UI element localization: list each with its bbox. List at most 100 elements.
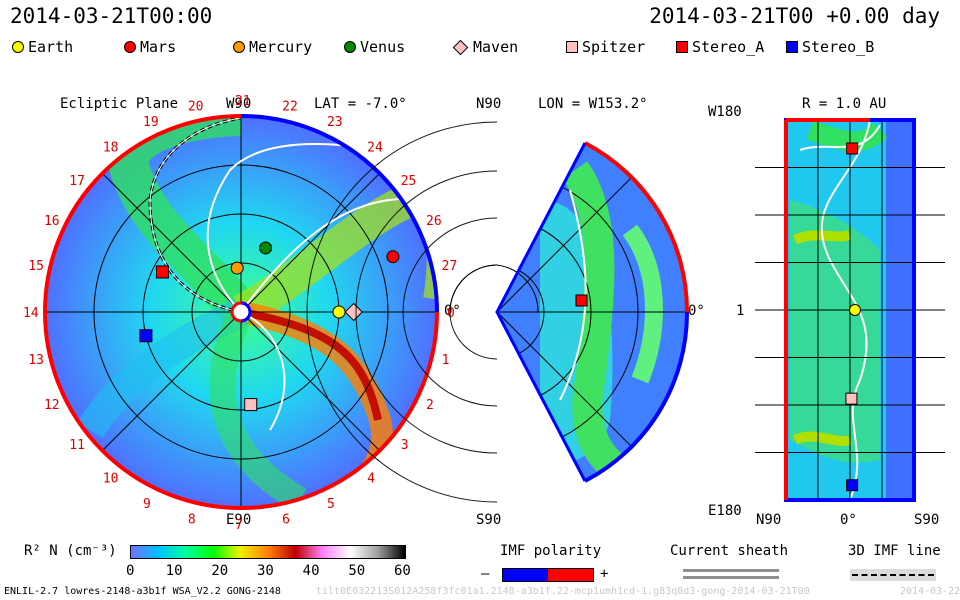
colorbar-tick: 60 — [394, 563, 411, 579]
legend-label: Maven — [473, 38, 519, 56]
legend-earth: Earth — [12, 38, 73, 56]
current-sheath-label: Current sheath — [670, 543, 789, 559]
colorbar-tick: 10 — [165, 563, 183, 579]
map-y-top: W180 — [708, 104, 742, 120]
map-title: R = 1.0 AU — [802, 96, 887, 112]
colorbar-tick: 20 — [211, 563, 229, 579]
imf-polarity-label: IMF polarity — [500, 543, 602, 559]
legend-label: Spitzer — [582, 38, 646, 56]
imf-negative-swatch — [502, 568, 549, 582]
earth-marker — [848, 304, 861, 316]
sector-label: 21 — [235, 94, 251, 109]
imf-positive-swatch — [547, 568, 594, 582]
sector-label: 4 — [367, 472, 375, 487]
legend-stereo-b: Stereo_B — [786, 38, 874, 56]
imf-minus: – — [481, 566, 490, 582]
wedge-right-label: 0° — [688, 303, 705, 319]
legend-label: Stereo_B — [802, 38, 875, 56]
stereo-b-marker — [139, 329, 153, 343]
legend-label: Stereo_A — [692, 38, 765, 56]
colorbar-tick: 50 — [348, 563, 366, 579]
datetime-title: 2014-03-21T00:00 — [10, 4, 213, 28]
sector-label: 8 — [188, 513, 196, 528]
colorbar-tick: 40 — [302, 563, 320, 579]
stereo-a-marker — [575, 294, 588, 307]
wedge-bottom-label: S90 — [476, 512, 502, 528]
sector-label: 5 — [327, 497, 335, 512]
sector-label: 6 — [282, 513, 290, 528]
colorbar-tick: 30 — [257, 563, 274, 579]
footer-model: ENLIL-2.7 lowres-2148-a3b1f WSA_V2.2 GON… — [4, 586, 281, 597]
footer-run-id: tilt0E032213S012A258f3fc01a1.2148-a3b1f.… — [316, 586, 810, 597]
sector-label: 10 — [103, 472, 119, 487]
ecliptic-lat-label: LAT = -7.0° — [314, 96, 407, 112]
sector-label: 9 — [143, 497, 151, 512]
sector-label: 24 — [367, 140, 383, 155]
stereo-b-marker-icon — [786, 41, 798, 53]
stereo-b-marker — [846, 479, 859, 492]
sector-label: 17 — [69, 174, 85, 189]
earth-marker-icon — [12, 41, 24, 53]
wedge-top-label: N90 — [476, 96, 502, 112]
spitzer-marker-icon — [566, 41, 578, 53]
colorbar — [130, 545, 406, 559]
map-y-bottom: E180 — [708, 503, 742, 519]
ecliptic-bottom-label: E90 — [226, 512, 252, 528]
sector-label: 3 — [401, 438, 409, 453]
sector-label: 14 — [23, 306, 39, 321]
mars-marker-icon — [124, 41, 136, 53]
wedge-title: LON = W153.2° — [538, 96, 648, 112]
mars-marker — [386, 250, 400, 264]
sector-label: 7 — [235, 518, 243, 533]
maven-marker — [344, 302, 363, 322]
stereo-a-marker — [846, 142, 859, 155]
map-x-left: N90 — [756, 512, 782, 528]
colorbar-label: R² N (cm⁻³) — [24, 543, 117, 559]
venus-marker — [259, 241, 273, 255]
legend-maven: Maven — [452, 38, 518, 56]
sector-label: 16 — [44, 214, 60, 229]
sector-label: 18 — [103, 140, 119, 155]
ecliptic-right-label: 0° — [444, 303, 461, 319]
sector-label: 15 — [28, 259, 44, 274]
spitzer-marker — [845, 392, 858, 405]
sector-label: 2 — [426, 398, 434, 413]
current-sheath-line-1 — [683, 569, 779, 572]
current-sheath-line-2 — [683, 576, 779, 579]
imf-plus: + — [600, 566, 609, 582]
sector-label: 0 — [447, 306, 455, 321]
datetime-offset: 2014-03-21T00 +0.00 day — [649, 4, 940, 28]
legend-mars: Mars — [124, 38, 176, 56]
footer-date: 2014-03-22 — [900, 586, 960, 597]
sector-label: 25 — [401, 174, 417, 189]
earth-marker — [332, 305, 346, 319]
sector-label: 12 — [44, 398, 60, 413]
colorbar-tick: 0 — [126, 563, 135, 579]
sector-label: 26 — [426, 214, 442, 229]
sector-label: 23 — [327, 115, 343, 130]
stereo-a-marker — [155, 265, 169, 279]
legend-label: Mars — [140, 38, 177, 56]
legend-mercury: Mercury — [233, 38, 312, 56]
legend-venus: Venus — [344, 38, 405, 56]
imf-line-swatch — [850, 569, 936, 581]
legend-label: Venus — [360, 38, 406, 56]
ecliptic-title: Ecliptic Plane — [60, 96, 179, 112]
map-x-mid: 0° — [840, 512, 857, 528]
sector-label: 19 — [143, 115, 159, 130]
legend-label: Mercury — [249, 38, 313, 56]
imf-line-label: 3D IMF line — [848, 543, 941, 559]
sector-label: 13 — [28, 353, 44, 368]
mercury-marker-icon — [233, 41, 245, 53]
map-y-mid: 1 — [736, 303, 745, 319]
legend-label: Earth — [28, 38, 74, 56]
sector-label: 1 — [442, 353, 450, 368]
sector-label: 20 — [188, 99, 204, 114]
legend-spitzer: Spitzer — [566, 38, 645, 56]
mercury-marker — [230, 261, 244, 275]
map-x-right: S90 — [914, 512, 940, 528]
stereo-a-marker-icon — [676, 41, 688, 53]
sector-label: 27 — [442, 259, 458, 274]
spitzer-marker — [244, 398, 258, 412]
